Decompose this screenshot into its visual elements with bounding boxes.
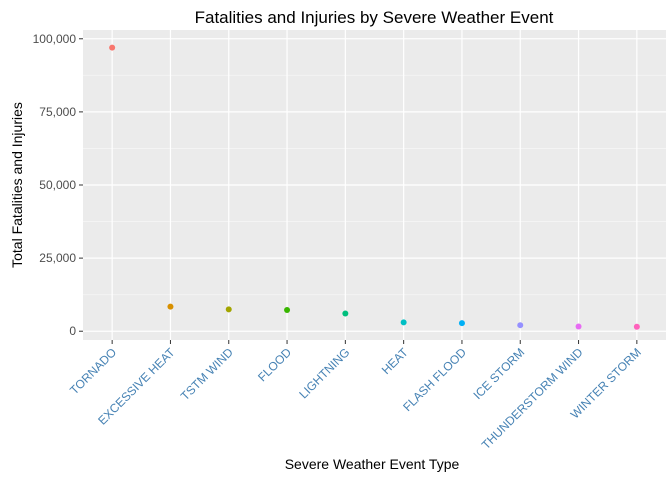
chart-title: Fatalities and Injuries by Severe Weathe… [195,8,554,27]
x-tick-label: FLASH FLOOD [400,345,469,414]
y-tick-label: 50,000 [39,178,76,192]
data-points [109,44,640,330]
data-point [167,303,174,310]
x-axis-ticks [111,340,638,344]
x-tick-label: TORNADO [67,345,119,397]
data-point [225,306,232,313]
data-point [400,319,407,326]
minor-gridlines [83,74,666,296]
x-tick-label: TSTM WIND [178,345,236,403]
y-tick-label: 100,000 [33,32,77,46]
x-axis-title: Severe Weather Event Type [285,456,460,472]
y-axis-title: Total Fatalities and Injuries [9,102,25,268]
x-tick-label: LIGHTNING [296,345,352,401]
x-tick-label: ICE STORM [470,345,527,402]
data-point [575,323,582,330]
major-gridlines [83,30,666,340]
x-tick-label: HEAT [379,345,411,377]
data-point [342,310,349,317]
y-axis-ticks [79,38,83,332]
y-tick-label: 25,000 [39,251,76,265]
x-tick-label: THUNDERSTORM WIND [479,345,586,452]
data-point [284,306,291,313]
data-point [633,323,640,330]
data-point [517,322,524,329]
data-point [458,320,465,327]
y-tick-label: 75,000 [39,105,76,119]
y-axis-tick-labels: 0 25,000 50,000 75,000 100,000 [33,32,77,338]
y-tick-label: 0 [69,324,76,338]
x-tick-label: FLOOD [255,345,294,384]
data-point [109,44,116,51]
